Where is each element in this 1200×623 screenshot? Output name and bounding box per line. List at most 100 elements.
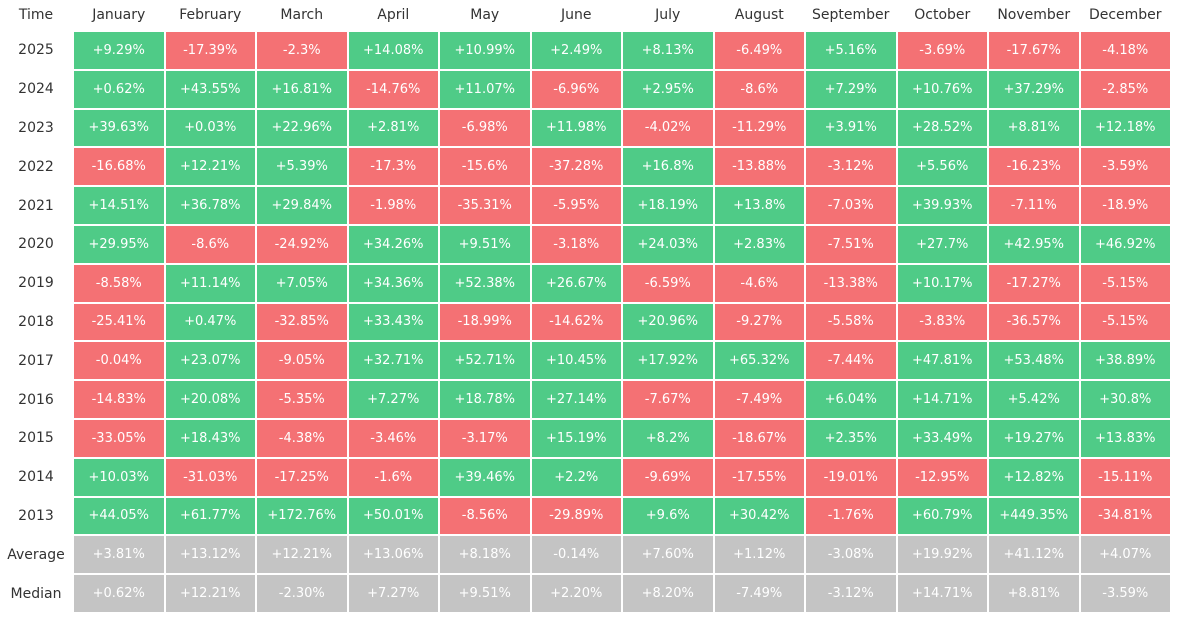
column-header: October [914, 7, 971, 23]
return-cell: +2.35% [806, 419, 896, 457]
return-cell: +449.35% [989, 497, 1079, 535]
return-cell: +19.92% [897, 536, 987, 574]
return-cell: +43.55% [165, 70, 255, 108]
return-cell: +12.21% [165, 575, 255, 612]
column-header: March [280, 7, 324, 23]
return-cell: +9.51% [440, 225, 530, 263]
return-cell: +12.21% [257, 536, 347, 574]
row-label: 2014 [18, 469, 54, 486]
return-cell: -6.96% [531, 70, 621, 108]
return-cell: +13.83% [1080, 419, 1170, 457]
return-cell: +50.01% [348, 497, 438, 535]
return-cell: +30.8% [1080, 381, 1170, 418]
return-cell: +38.89% [1080, 342, 1170, 380]
return-cell: -5.15% [1080, 264, 1170, 302]
return-cell: +24.03% [623, 225, 713, 263]
return-cell: +18.19% [623, 187, 713, 224]
row-label: 2023 [18, 119, 54, 136]
row-label: 2018 [18, 313, 54, 330]
return-cell: +30.42% [714, 497, 804, 535]
return-cell: -33.05% [74, 419, 164, 457]
row-label: Median [10, 585, 62, 602]
return-cell: -3.83% [897, 303, 987, 341]
return-cell: +7.60% [623, 536, 713, 574]
return-cell: -17.55% [714, 458, 804, 496]
return-cell: -8.56% [440, 497, 530, 535]
return-cell: +10.45% [531, 342, 621, 380]
return-cell: +60.79% [897, 497, 987, 535]
return-cell: +61.77% [165, 497, 255, 535]
return-cell: -1.98% [348, 187, 438, 224]
return-cell: +14.51% [74, 187, 164, 224]
column-header: July [655, 7, 681, 23]
return-cell: +9.6% [623, 497, 713, 535]
row-label: 2015 [18, 430, 54, 447]
return-cell: -1.76% [806, 497, 896, 535]
return-cell: -25.41% [74, 303, 164, 341]
row-label: Average [7, 546, 65, 563]
return-cell: +29.95% [74, 225, 164, 263]
column-header: Time [18, 7, 54, 23]
return-cell: -7.67% [623, 381, 713, 418]
return-cell: +12.18% [1080, 109, 1170, 147]
return-cell: -14.76% [348, 70, 438, 108]
row-label: 2022 [18, 158, 54, 175]
return-cell: -19.01% [806, 458, 896, 496]
return-cell: +5.16% [806, 32, 896, 69]
return-cell: +9.51% [440, 575, 530, 612]
return-cell: +36.78% [165, 187, 255, 224]
return-cell: -1.6% [348, 458, 438, 496]
return-cell: +37.29% [989, 70, 1079, 108]
return-cell: -0.04% [74, 342, 164, 380]
return-cell: +11.98% [531, 109, 621, 147]
return-cell: -37.28% [531, 148, 621, 186]
return-cell: -5.58% [806, 303, 896, 341]
return-cell: +11.14% [165, 264, 255, 302]
return-cell: +27.14% [531, 381, 621, 418]
return-cell: +0.03% [165, 109, 255, 147]
return-cell: -7.51% [806, 225, 896, 263]
return-cell: +65.32% [714, 342, 804, 380]
return-cell: +44.05% [74, 497, 164, 535]
return-cell: +6.04% [806, 381, 896, 418]
return-cell: -8.58% [74, 264, 164, 302]
return-cell: +47.81% [897, 342, 987, 380]
return-cell: -36.57% [989, 303, 1079, 341]
return-cell: +5.56% [897, 148, 987, 186]
return-cell: +20.96% [623, 303, 713, 341]
return-cell: +34.36% [348, 264, 438, 302]
return-cell: -2.3% [257, 32, 347, 69]
return-cell: +7.29% [806, 70, 896, 108]
row-label: 2016 [18, 391, 54, 408]
return-cell: +2.20% [531, 575, 621, 612]
return-cell: -9.05% [257, 342, 347, 380]
return-cell: +0.47% [165, 303, 255, 341]
return-cell: +34.26% [348, 225, 438, 263]
return-cell: +12.21% [165, 148, 255, 186]
return-cell: +26.67% [531, 264, 621, 302]
return-cell: +16.81% [257, 70, 347, 108]
return-cell: -3.69% [897, 32, 987, 69]
return-cell: -17.25% [257, 458, 347, 496]
return-cell: -3.08% [806, 536, 896, 574]
return-cell: +14.71% [897, 381, 987, 418]
return-cell: +28.52% [897, 109, 987, 147]
return-cell: +12.82% [989, 458, 1079, 496]
return-cell: +0.62% [74, 575, 164, 612]
row-label: 2024 [18, 81, 54, 98]
return-cell: +8.20% [623, 575, 713, 612]
return-cell: -24.92% [257, 225, 347, 263]
return-cell: +39.63% [74, 109, 164, 147]
return-cell: +8.2% [623, 419, 713, 457]
return-cell: -3.12% [806, 148, 896, 186]
return-cell: +8.81% [989, 575, 1079, 612]
return-cell: -17.3% [348, 148, 438, 186]
row-label: 2020 [18, 236, 54, 253]
row-label: 2021 [18, 197, 54, 214]
return-cell: +20.08% [165, 381, 255, 418]
return-cell: -32.85% [257, 303, 347, 341]
return-cell: +42.95% [989, 225, 1079, 263]
return-cell: +19.27% [989, 419, 1079, 457]
return-cell: +11.07% [440, 70, 530, 108]
return-cell: +13.8% [714, 187, 804, 224]
